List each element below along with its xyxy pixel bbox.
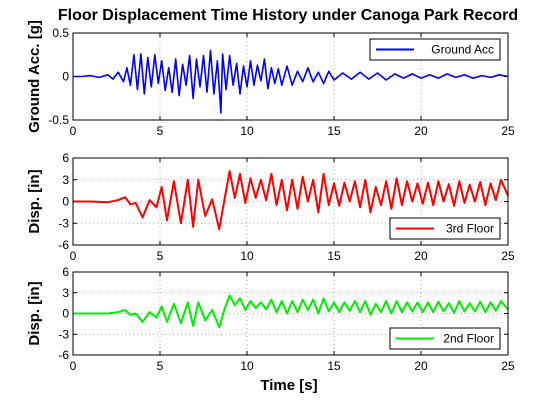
series-line-ground-acc bbox=[73, 49, 509, 114]
legend-box bbox=[389, 217, 501, 240]
x-tick-label: 0 bbox=[70, 124, 77, 138]
y-tick-label: 3 bbox=[62, 286, 69, 300]
axes-frame bbox=[72, 32, 509, 121]
x-tick-label: 0 bbox=[70, 249, 77, 263]
x-tick-label: 20 bbox=[414, 124, 428, 138]
series-line-3rd-floor bbox=[73, 170, 509, 231]
x-tick-label: 25 bbox=[501, 124, 515, 138]
axes-frame bbox=[72, 271, 509, 356]
x-tick-label: 15 bbox=[327, 124, 341, 138]
subplot-3: 0 5 10 15 20 25 -6 -3 0 3 6 Disp. [in] 2nd Floor bbox=[26, 265, 515, 373]
y-axis-label: Disp. [in] bbox=[26, 169, 43, 233]
x-tick-label: 15 bbox=[327, 249, 341, 263]
x-tick-label: 10 bbox=[240, 124, 254, 138]
y-tick-label: -0.5 bbox=[48, 113, 69, 127]
x-tick-label: 20 bbox=[414, 249, 428, 263]
x-tick-label: 25 bbox=[501, 249, 515, 263]
y-axis-label: Disp. [in] bbox=[26, 281, 43, 345]
x-tick-label: 15 bbox=[327, 359, 341, 373]
legend-box bbox=[369, 38, 501, 61]
x-tick-label: 5 bbox=[157, 124, 164, 138]
series-line-2nd-floor bbox=[73, 294, 509, 329]
x-tick-label: 10 bbox=[240, 249, 254, 263]
y-tick-label: -6 bbox=[58, 348, 69, 362]
chart-title: Floor Displacement Time History under Ca… bbox=[58, 7, 518, 24]
x-tick-label: 5 bbox=[157, 249, 164, 263]
y-tick-label: 0 bbox=[62, 70, 69, 84]
x-axis-label: Time [s] bbox=[260, 377, 317, 394]
legend-label: 3rd Floor bbox=[446, 222, 494, 236]
y-tick-label: 0 bbox=[62, 307, 69, 321]
y-tick-label: -3 bbox=[58, 216, 69, 230]
y-tick-label: 3 bbox=[62, 173, 69, 187]
x-tick-label: 20 bbox=[414, 359, 428, 373]
legend: 3rd Floor bbox=[389, 217, 501, 240]
y-tick-label: 0.5 bbox=[52, 26, 69, 40]
legend-box bbox=[389, 327, 501, 350]
y-axis-label: Ground Acc. [g] bbox=[26, 20, 43, 133]
y-tick-label: -6 bbox=[58, 238, 69, 252]
y-tick-label: 6 bbox=[62, 151, 69, 165]
subplot-2: 0 5 10 15 20 25 -6 -3 0 3 6 Disp. [in] 3rd Floor bbox=[26, 151, 515, 263]
x-tick-label: 5 bbox=[157, 359, 164, 373]
y-tick-label: -3 bbox=[58, 327, 69, 341]
legend: 2nd Floor bbox=[389, 327, 501, 350]
axes-frame bbox=[72, 157, 509, 246]
legend-label: Ground Acc bbox=[431, 43, 494, 57]
x-tick-label: 25 bbox=[501, 359, 515, 373]
y-tick-label: 0 bbox=[62, 195, 69, 209]
x-tick-label: 10 bbox=[240, 359, 254, 373]
legend-label: 2nd Floor bbox=[443, 332, 494, 346]
x-tick-label: 0 bbox=[70, 359, 77, 373]
legend: Ground Acc bbox=[369, 38, 501, 61]
y-tick-label: 6 bbox=[62, 265, 69, 279]
